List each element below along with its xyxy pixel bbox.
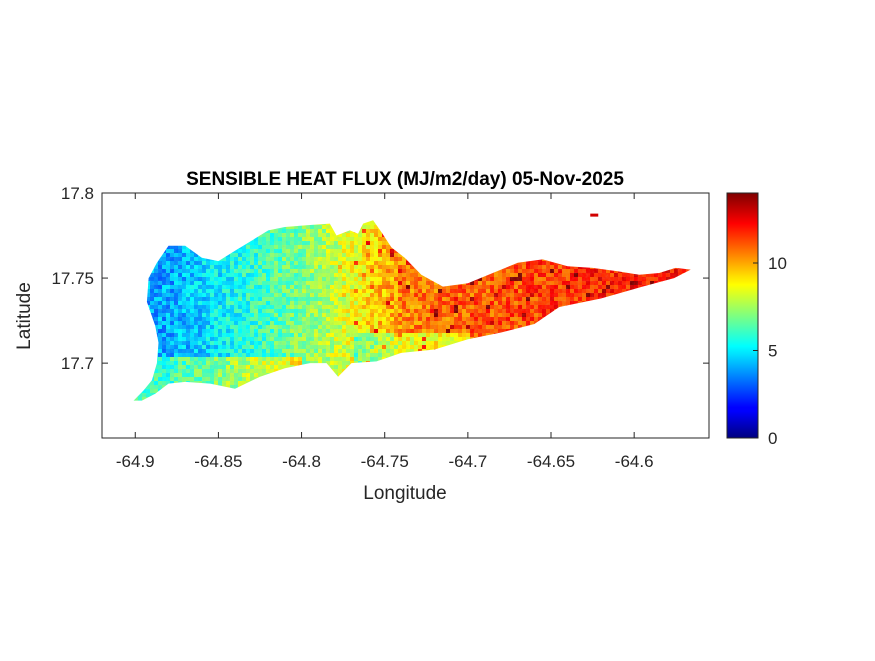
figure: -64.9 -64.85 -64.8 -64.75 -64.7 -64.65 -64.6 1…: [14, 169, 787, 504]
sensible-heat-flux-map: -64.9 -64.85 -64.8 -64.75 -64.7 -64.65 -64.6 1…: [14, 169, 787, 504]
